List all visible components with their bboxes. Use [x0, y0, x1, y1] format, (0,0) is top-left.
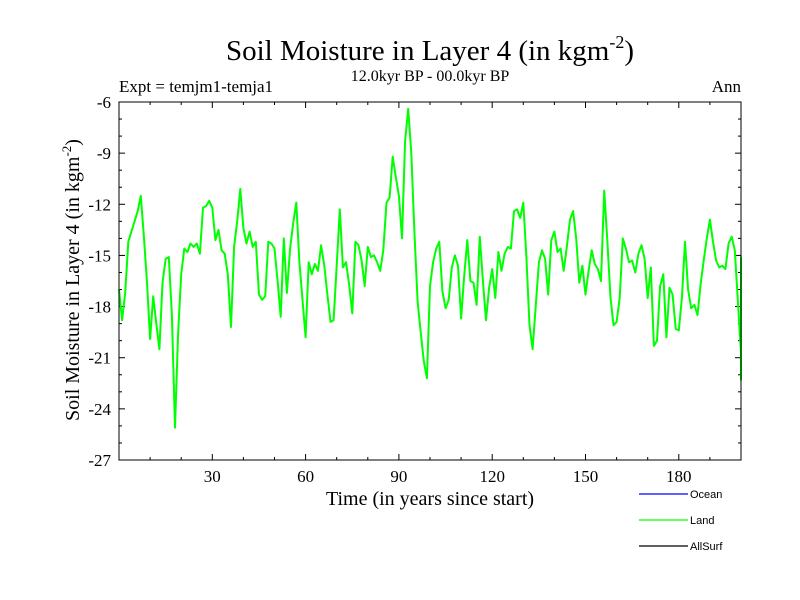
y-tick-label: -15 [88, 246, 111, 265]
season-label: Ann [712, 77, 742, 96]
experiment-label: Expt = temjm1-temja1 [119, 77, 273, 96]
x-tick-label: 150 [573, 467, 599, 486]
legend-label: Land [690, 515, 714, 527]
y-tick-label: -6 [97, 93, 111, 112]
axis-ticks: -6 -9 -12 -15 -18 -21 -24 -27 30 60 90 120 150 180 [88, 93, 741, 486]
chart-title: Soil Moisture in Layer 4 (in kgm-2) [226, 32, 634, 67]
x-tick-label: 180 [666, 467, 692, 486]
y-tick-label: -21 [88, 349, 111, 368]
series-group [118, 107, 742, 429]
legend: Ocean Land AllSurf [639, 489, 723, 553]
chart-subtitle: 12.0kyr BP - 00.0kyr BP [351, 68, 510, 85]
legend-label: AllSurf [690, 541, 723, 553]
plot-frame [118, 101, 742, 461]
legend-label: Ocean [690, 489, 722, 501]
y-tick-label: -24 [88, 400, 111, 419]
y-tick-label: -9 [97, 144, 111, 163]
y-tick-label: -18 [88, 298, 111, 317]
x-tick-label: 30 [204, 467, 221, 486]
y-tick-label: -12 [88, 195, 111, 214]
x-tick-label: 90 [390, 467, 407, 486]
y-axis-label: Soil Moisture in Layer 4 (in kgm-2) [59, 139, 84, 421]
x-tick-label: 60 [297, 467, 314, 486]
x-axis-label: Time (in years since start) [326, 488, 534, 510]
y-tick-label: -27 [88, 451, 111, 470]
x-tick-label: 120 [479, 467, 505, 486]
series-line-land [118, 107, 742, 429]
